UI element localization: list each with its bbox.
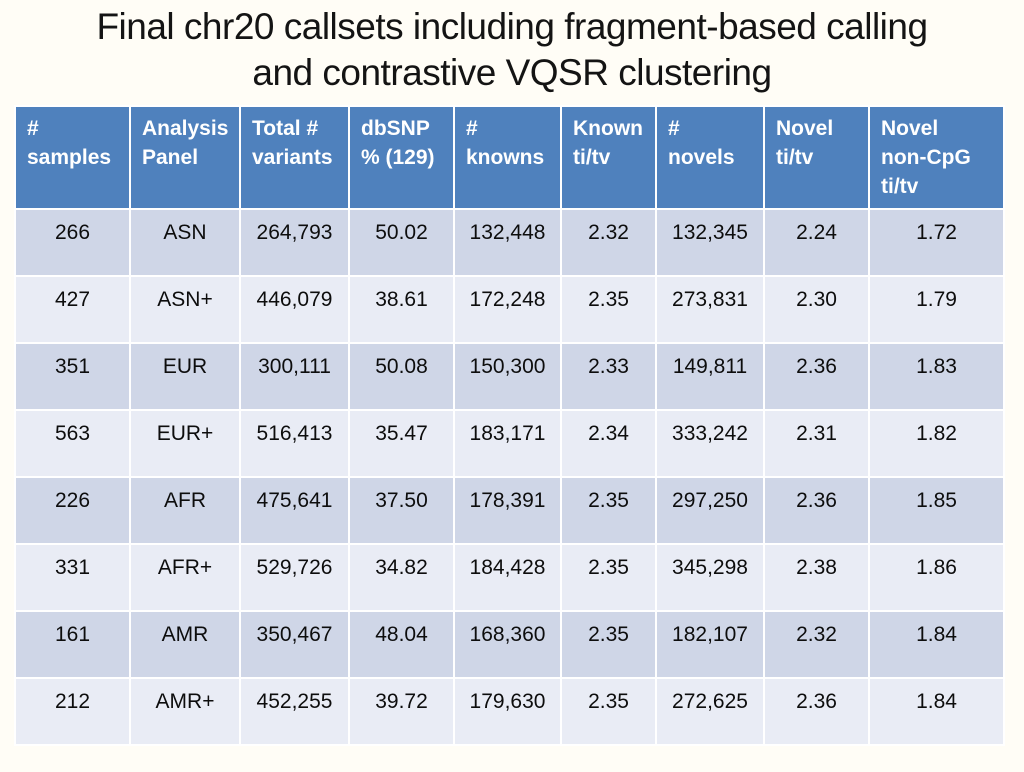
table-row: 266 ASN 264,793 50.02 132,448 2.32 132,3… [14, 207, 1005, 277]
table-cell: 212 [14, 676, 131, 746]
table-cell: 172,248 [453, 274, 562, 344]
table-cell: 48.04 [348, 609, 455, 679]
header-cell-dbsnp-pct: dbSNP % (129) [348, 104, 455, 210]
table-body: 266 ASN 264,793 50.02 132,448 2.32 132,3… [14, 207, 1005, 746]
table-cell: 2.36 [763, 341, 870, 411]
table-cell: EUR [129, 341, 241, 411]
table-cell: 2.32 [560, 207, 657, 277]
table-cell: 345,298 [655, 542, 765, 612]
callsets-table: # samples Analysis Panel Total # variant… [14, 104, 1005, 746]
header-row: # samples Analysis Panel Total # variant… [14, 104, 1005, 210]
table-cell: 2.30 [763, 274, 870, 344]
table-cell: 266 [14, 207, 131, 277]
table-row: 427 ASN+ 446,079 38.61 172,248 2.35 273,… [14, 274, 1005, 344]
title-line-2: and contrastive VQSR clustering [252, 51, 772, 93]
table-cell: 1.84 [868, 676, 1005, 746]
table-cell: 184,428 [453, 542, 562, 612]
table-cell: AMR+ [129, 676, 241, 746]
table-cell: 300,111 [239, 341, 350, 411]
table-cell: 2.33 [560, 341, 657, 411]
table-row: 331 AFR+ 529,726 34.82 184,428 2.35 345,… [14, 542, 1005, 612]
header-cell-novel-titv: Novel ti/tv [763, 104, 870, 210]
table-cell: 178,391 [453, 475, 562, 545]
table-cell: 2.35 [560, 475, 657, 545]
table-cell: 1.72 [868, 207, 1005, 277]
table-cell: AMR [129, 609, 241, 679]
header-cell-total-variants: Total # variants [239, 104, 350, 210]
table-cell: 179,630 [453, 676, 562, 746]
table-cell: 2.35 [560, 542, 657, 612]
table-cell: 2.38 [763, 542, 870, 612]
header-cell-novel-noncpg-titv: Novel non-CpG ti/tv [868, 104, 1005, 210]
table-cell: 350,467 [239, 609, 350, 679]
table-cell: 2.32 [763, 609, 870, 679]
table-cell: 2.34 [560, 408, 657, 478]
table-cell: 183,171 [453, 408, 562, 478]
table-cell: 149,811 [655, 341, 765, 411]
table-cell: 50.08 [348, 341, 455, 411]
table-cell: 37.50 [348, 475, 455, 545]
table-cell: 1.82 [868, 408, 1005, 478]
table-cell: 1.84 [868, 609, 1005, 679]
table-cell: 2.35 [560, 676, 657, 746]
table-cell: 1.86 [868, 542, 1005, 612]
table-cell: 2.36 [763, 676, 870, 746]
table-cell: 272,625 [655, 676, 765, 746]
table-cell: 529,726 [239, 542, 350, 612]
table-cell: 1.83 [868, 341, 1005, 411]
table-cell: 35.47 [348, 408, 455, 478]
table-row: 226 AFR 475,641 37.50 178,391 2.35 297,2… [14, 475, 1005, 545]
table-cell: 351 [14, 341, 131, 411]
table-cell: 516,413 [239, 408, 350, 478]
table-cell: 2.35 [560, 609, 657, 679]
table-cell: 132,345 [655, 207, 765, 277]
table-cell: 427 [14, 274, 131, 344]
table-cell: 34.82 [348, 542, 455, 612]
slide: Final chr20 callsets including fragment-… [0, 4, 1024, 772]
table-cell: ASN [129, 207, 241, 277]
table-cell: 132,448 [453, 207, 562, 277]
table-cell: 297,250 [655, 475, 765, 545]
table-cell: 182,107 [655, 609, 765, 679]
header-cell-known-titv: Known ti/tv [560, 104, 657, 210]
table-cell: 2.35 [560, 274, 657, 344]
table-row: 212 AMR+ 452,255 39.72 179,630 2.35 272,… [14, 676, 1005, 746]
table-row: 351 EUR 300,111 50.08 150,300 2.33 149,8… [14, 341, 1005, 411]
table-row: 161 AMR 350,467 48.04 168,360 2.35 182,1… [14, 609, 1005, 679]
table-cell: 1.79 [868, 274, 1005, 344]
table-cell: 563 [14, 408, 131, 478]
table-header: # samples Analysis Panel Total # variant… [14, 104, 1005, 210]
table-cell: 273,831 [655, 274, 765, 344]
table-cell: 2.31 [763, 408, 870, 478]
table-cell: AFR+ [129, 542, 241, 612]
table-cell: 446,079 [239, 274, 350, 344]
slide-title: Final chr20 callsets including fragment-… [10, 4, 1014, 96]
table-cell: 39.72 [348, 676, 455, 746]
header-cell-samples: # samples [14, 104, 131, 210]
table-cell: 475,641 [239, 475, 350, 545]
header-cell-knowns: # knowns [453, 104, 562, 210]
table-cell: 38.61 [348, 274, 455, 344]
title-line-1: Final chr20 callsets including fragment-… [96, 6, 928, 47]
table-cell: 264,793 [239, 207, 350, 277]
table-cell: 333,242 [655, 408, 765, 478]
table-cell: EUR+ [129, 408, 241, 478]
table-cell: 168,360 [453, 609, 562, 679]
table-cell: ASN+ [129, 274, 241, 344]
table-cell: 50.02 [348, 207, 455, 277]
header-cell-analysis-panel: Analysis Panel [129, 104, 241, 210]
table-cell: 1.85 [868, 475, 1005, 545]
table-cell: 2.36 [763, 475, 870, 545]
table-cell: 226 [14, 475, 131, 545]
table-row: 563 EUR+ 516,413 35.47 183,171 2.34 333,… [14, 408, 1005, 478]
table-cell: 2.24 [763, 207, 870, 277]
table-cell: 452,255 [239, 676, 350, 746]
table-cell: 331 [14, 542, 131, 612]
table-cell: 150,300 [453, 341, 562, 411]
table-cell: 161 [14, 609, 131, 679]
header-cell-novels: # novels [655, 104, 765, 210]
table-cell: AFR [129, 475, 241, 545]
